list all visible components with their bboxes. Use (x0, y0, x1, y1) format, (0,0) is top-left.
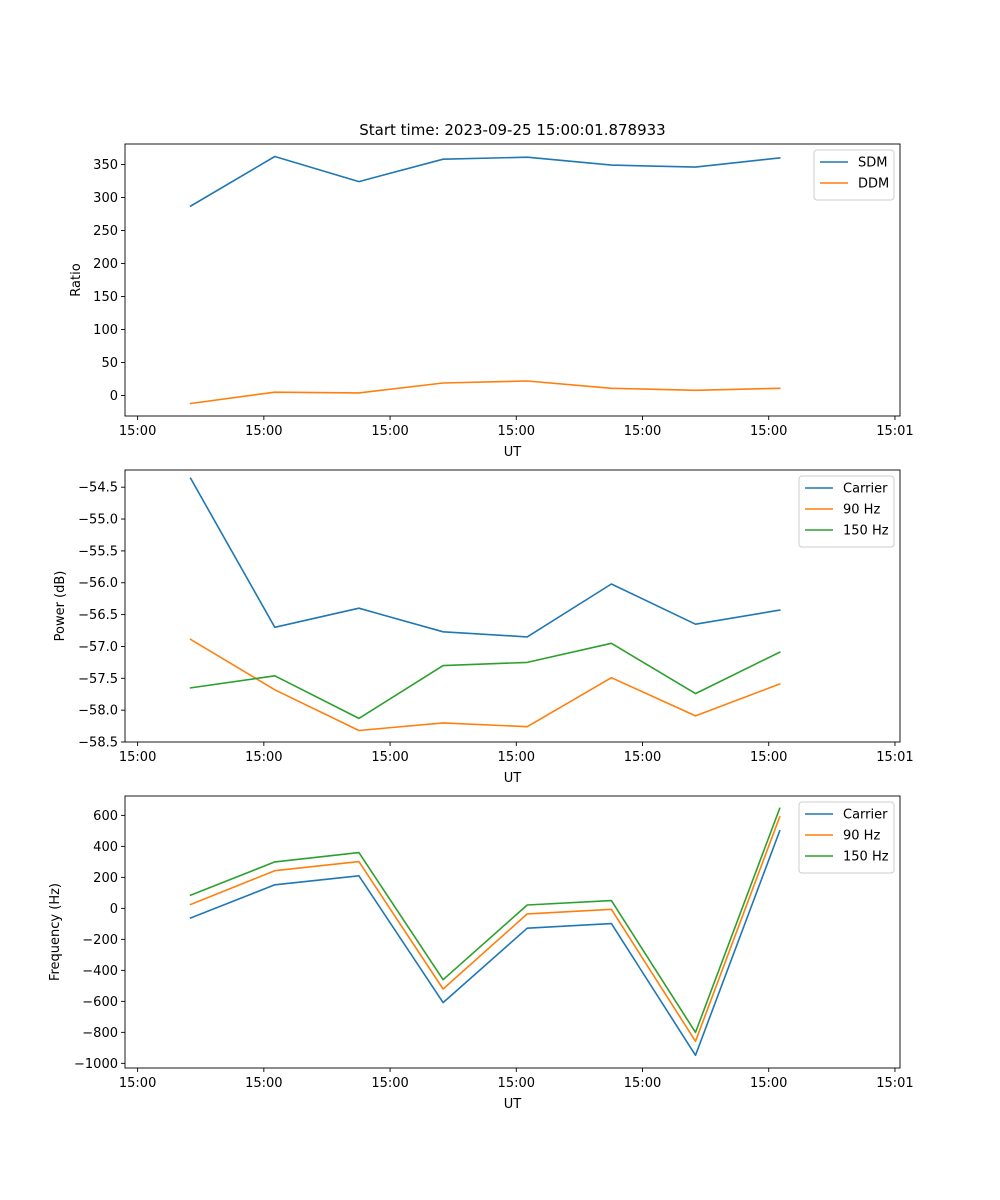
x-tick-label: 15:00 (624, 750, 661, 765)
chart-panel-2: 15:00 15:00 15:00 15:00 15:00 15:00 15:01 −58.5… (53, 469, 914, 786)
x-tick-label: 15:00 (750, 1076, 787, 1091)
series-line-90-hz (189, 638, 781, 732)
series-line-ddm (189, 380, 781, 405)
x-tick-label: 15:00 (624, 424, 661, 439)
x-tick-label: 15:00 (119, 1076, 156, 1091)
series-line-sdm (189, 155, 781, 208)
y-tick-label: 100 (93, 323, 118, 338)
y-axis-label: Ratio (69, 263, 84, 296)
y-tick-label: 200 (93, 871, 118, 886)
x-tick-label: 15:00 (750, 424, 787, 439)
y-tick-label: −56.0 (78, 576, 118, 591)
y-tick-label: −58.0 (78, 704, 118, 719)
y-tick-label: 0 (110, 902, 118, 917)
y-tick-label: −200 (82, 933, 118, 948)
x-tick-label: 15:01 (876, 424, 913, 439)
y-tick-label: 250 (93, 224, 118, 239)
axes-frame (124, 469, 901, 743)
y-tick-label: 600 (93, 809, 118, 824)
y-tick-label: −55.0 (78, 513, 118, 528)
legend-label: 90 Hz (843, 829, 880, 844)
x-axis-label: UT (504, 771, 522, 786)
x-tick-label: 15:00 (498, 424, 535, 439)
legend-label: Carrier (843, 808, 888, 823)
x-tick-label: 15:00 (245, 750, 282, 765)
y-tick-label: 150 (93, 290, 118, 305)
y-tick-label: −55.5 (78, 544, 118, 559)
x-tick-label: 15:00 (624, 1076, 661, 1091)
x-tick-label: 15:01 (876, 1076, 913, 1091)
legend-label: 150 Hz (843, 850, 889, 865)
series-line-carrier (189, 477, 781, 638)
chart-panel-3: 15:00 15:00 15:00 15:00 15:00 15:00 15:01 −1000… (48, 795, 914, 1112)
series-line-90-hz (189, 815, 781, 1043)
y-tick-label: −58.5 (78, 736, 118, 751)
x-tick-label: 15:00 (498, 1076, 535, 1091)
y-tick-label: −1000 (74, 1057, 118, 1072)
legend-label: Carrier (843, 482, 888, 497)
y-axis-label: Power (dB) (53, 571, 68, 642)
x-tick-label: 15:00 (371, 750, 408, 765)
x-tick-label: 15:00 (371, 1076, 408, 1091)
series-line-150-hz (189, 642, 781, 720)
y-tick-label: 200 (93, 257, 118, 272)
y-tick-label: −57.0 (78, 640, 118, 655)
axes-frame (124, 795, 901, 1069)
legend: Carrier 90 Hz 150 Hz (798, 475, 895, 548)
x-tick-label: 15:01 (876, 750, 913, 765)
x-tick-label: 15:00 (750, 750, 787, 765)
legend-label: 150 Hz (843, 524, 889, 539)
chart-title: Start time: 2023-09-25 15:00:01.878933 (359, 121, 665, 139)
y-tick-label: 50 (101, 356, 118, 371)
series-line-150-hz (189, 807, 781, 1034)
x-tick-label: 15:00 (245, 424, 282, 439)
x-tick-label: 15:00 (371, 424, 408, 439)
y-axis-label: Frequency (Hz) (48, 883, 63, 981)
x-axis-label: UT (504, 1097, 522, 1112)
legend-label: 90 Hz (843, 503, 880, 518)
x-tick-label: 15:00 (498, 750, 535, 765)
y-tick-label: −800 (82, 1026, 118, 1041)
x-tick-label: 15:00 (245, 1076, 282, 1091)
y-tick-label: 400 (93, 840, 118, 855)
chart-panel-1: Start time: 2023-09-25 15:00:01.878933 15… (69, 121, 914, 460)
y-tick-label: −54.5 (78, 481, 118, 496)
x-axis-label: UT (504, 445, 522, 460)
y-tick-label: −400 (82, 964, 118, 979)
legend: SDM DDM (813, 149, 895, 201)
y-tick-label: 0 (110, 389, 118, 404)
x-tick-label: 15:00 (119, 424, 156, 439)
legend: Carrier 90 Hz 150 Hz (798, 801, 895, 874)
y-tick-label: −600 (82, 995, 118, 1010)
legend-label: DDM (858, 177, 889, 192)
legend-label: SDM (858, 156, 887, 171)
axes-frame (124, 143, 901, 417)
series-line-carrier (189, 829, 781, 1057)
x-tick-label: 15:00 (119, 750, 156, 765)
y-tick-label: −56.5 (78, 608, 118, 623)
y-tick-label: −57.5 (78, 672, 118, 687)
y-tick-label: 300 (93, 191, 118, 206)
y-tick-label: 350 (93, 158, 118, 173)
